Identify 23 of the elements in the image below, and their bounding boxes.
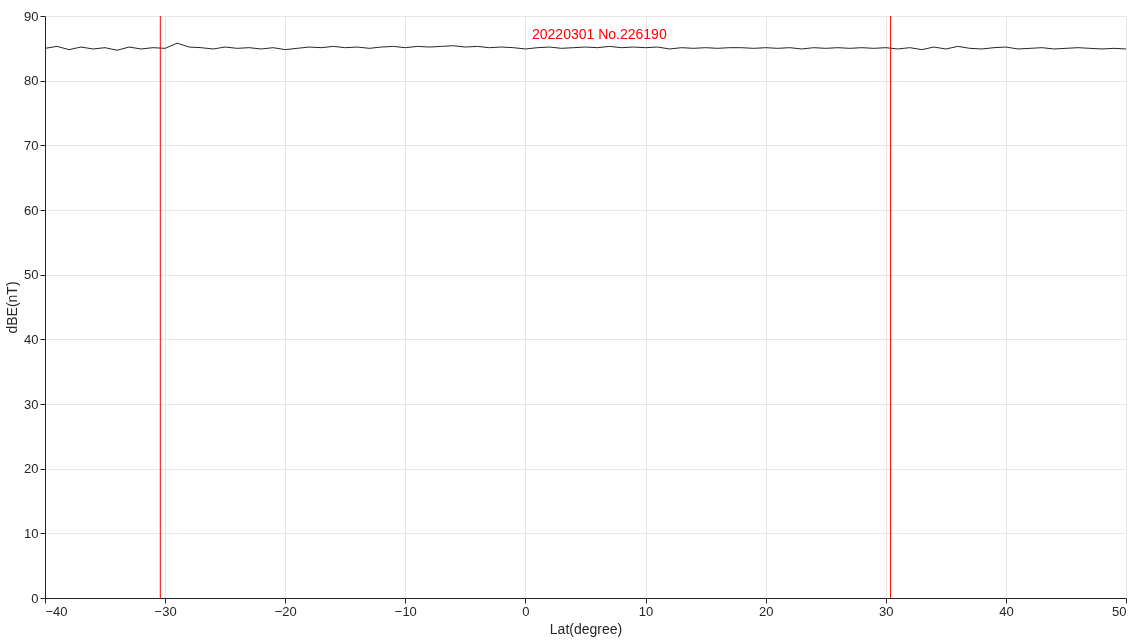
- x-tick-label: 10: [638, 603, 654, 619]
- x-tick-label: −20: [274, 603, 297, 619]
- y-tick-label: 30: [24, 396, 39, 412]
- x-tick-label: 40: [999, 603, 1014, 619]
- y-tick-label: 50: [24, 267, 39, 283]
- y-tick-label: 20: [24, 461, 39, 477]
- y-tick-label: 0: [31, 590, 39, 606]
- x-tick-label: −30: [154, 603, 177, 619]
- y-tick-label: 90: [24, 8, 39, 24]
- x-tick-label: 20: [758, 603, 774, 619]
- y-tick-label: 70: [24, 137, 39, 153]
- x-axis-title: Lat(degree): [549, 620, 623, 637]
- x-tick-label: −10: [394, 603, 417, 619]
- y-tick-label: 80: [24, 73, 39, 89]
- x-tick-label: 50: [1112, 603, 1127, 619]
- annotation: 20220301 No.226190: [532, 26, 667, 42]
- x-tick-label: 30: [879, 603, 894, 619]
- y-tick-label: 10: [24, 525, 39, 541]
- y-tick-label: 60: [24, 202, 39, 218]
- y-tick-label: 40: [24, 331, 39, 347]
- x-tick-label: 0: [522, 603, 530, 619]
- x-tick-label: −40: [45, 603, 68, 619]
- y-axis-title: dBE(nT): [4, 281, 21, 334]
